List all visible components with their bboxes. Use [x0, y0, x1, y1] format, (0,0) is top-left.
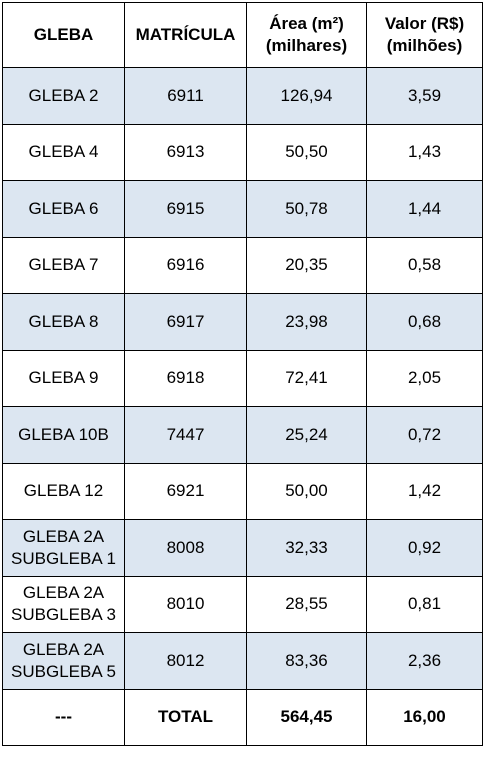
- total-cell: TOTAL: [124, 688, 247, 746]
- table-cell: GLEBA 2A SUBGLEBA 5: [2, 632, 125, 690]
- data-table: GLEBA MATRÍCULA Área (m²) (milhares) Valor …: [2, 2, 483, 746]
- table-cell: 6911: [124, 67, 247, 125]
- table-cell: 50,78: [246, 180, 367, 238]
- table-row: GLEBA 2A SUBGLEBA 1 8008 32,33 0,92: [2, 519, 483, 577]
- header-cell: Área (m²) (milhares): [246, 2, 367, 68]
- table-cell: GLEBA 2A SUBGLEBA 3: [2, 575, 125, 633]
- table-cell: 83,36: [246, 632, 367, 690]
- table-cell: GLEBA 7: [2, 236, 125, 294]
- table-cell: 0,58: [366, 236, 483, 294]
- table-cell: GLEBA 6: [2, 180, 125, 238]
- table-cell: 1,42: [366, 462, 483, 520]
- table-cell: 8010: [124, 575, 247, 633]
- table-cell: 23,98: [246, 293, 367, 351]
- table-cell: 6915: [124, 180, 247, 238]
- table-cell: 2,05: [366, 349, 483, 407]
- table-cell: GLEBA 8: [2, 293, 125, 351]
- table-row: GLEBA 9 6918 72,41 2,05: [2, 349, 483, 407]
- table-cell: 6918: [124, 349, 247, 407]
- total-cell: 16,00: [366, 688, 483, 746]
- table-cell: 0,81: [366, 575, 483, 633]
- header-cell: Valor (R$) (milhões): [366, 2, 483, 68]
- table-cell: 0,68: [366, 293, 483, 351]
- header-cell: MATRÍCULA: [124, 2, 247, 68]
- table-row: GLEBA 12 6921 50,00 1,42: [2, 462, 483, 520]
- header-row: GLEBA MATRÍCULA Área (m²) (milhares) Valor …: [2, 2, 483, 68]
- table-cell: 6916: [124, 236, 247, 294]
- table-cell: 0,92: [366, 519, 483, 577]
- table-cell: 3,59: [366, 67, 483, 125]
- table-cell: GLEBA 2A SUBGLEBA 1: [2, 519, 125, 577]
- table-cell: 6921: [124, 462, 247, 520]
- table-row: GLEBA 6 6915 50,78 1,44: [2, 180, 483, 238]
- table-cell: 6917: [124, 293, 247, 351]
- table-cell: 8012: [124, 632, 247, 690]
- header-cell: GLEBA: [2, 2, 125, 68]
- table-cell: GLEBA 10B: [2, 406, 125, 464]
- table-cell: 20,35: [246, 236, 367, 294]
- total-cell: 564,45: [246, 688, 367, 746]
- table-cell: 28,55: [246, 575, 367, 633]
- table-row: GLEBA 8 6917 23,98 0,68: [2, 293, 483, 351]
- table-cell: GLEBA 2: [2, 67, 125, 125]
- table-cell: GLEBA 9: [2, 349, 125, 407]
- table-cell: 72,41: [246, 349, 367, 407]
- table-row: GLEBA 10B 7447 25,24 0,72: [2, 406, 483, 464]
- table-row: GLEBA 2A SUBGLEBA 3 8010 28,55 0,81: [2, 575, 483, 633]
- table-cell: 0,72: [366, 406, 483, 464]
- table-cell: 7447: [124, 406, 247, 464]
- table-body: GLEBA 2 6911 126,94 3,59 GLEBA 4 6913 50,50 1,4…: [2, 67, 483, 746]
- table-row: GLEBA 2 6911 126,94 3,59: [2, 67, 483, 125]
- table-cell: 8008: [124, 519, 247, 577]
- table-row: GLEBA 4 6913 50,50 1,43: [2, 123, 483, 181]
- table-cell: GLEBA 12: [2, 462, 125, 520]
- table-cell: 50,50: [246, 123, 367, 181]
- total-row: --- TOTAL 564,45 16,00: [2, 688, 483, 746]
- table-cell: 1,43: [366, 123, 483, 181]
- table-cell: 6913: [124, 123, 247, 181]
- table-cell: 32,33: [246, 519, 367, 577]
- table-row: GLEBA 2A SUBGLEBA 5 8012 83,36 2,36: [2, 632, 483, 690]
- table-cell: 1,44: [366, 180, 483, 238]
- table-cell: GLEBA 4: [2, 123, 125, 181]
- table-cell: 25,24: [246, 406, 367, 464]
- total-cell: ---: [2, 688, 125, 746]
- table-row: GLEBA 7 6916 20,35 0,58: [2, 236, 483, 294]
- table-cell: 50,00: [246, 462, 367, 520]
- table-cell: 2,36: [366, 632, 483, 690]
- table-cell: 126,94: [246, 67, 367, 125]
